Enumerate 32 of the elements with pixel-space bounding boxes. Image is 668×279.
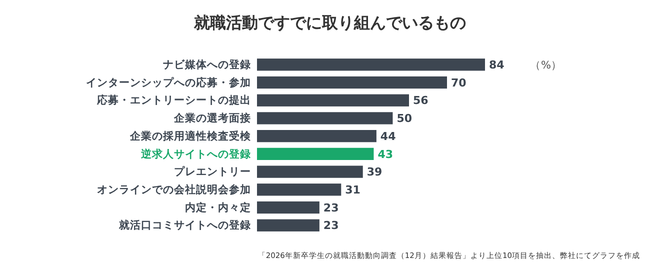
bar: [257, 166, 363, 178]
bar: [257, 184, 342, 196]
y-tick-label: プレエントリー: [174, 165, 251, 178]
bar: [257, 76, 447, 89]
y-tick-label: 企業の採用適性検査受検: [129, 129, 252, 142]
y-tick-label: インターンシップへの応募・参加: [86, 76, 251, 89]
data-label: 39: [366, 166, 382, 179]
data-label: 23: [323, 201, 339, 214]
y-tick-label: 就活口コミサイトへの登録: [118, 218, 251, 232]
y-tick-label: ナビ媒体への登録: [163, 58, 251, 72]
data-label: 84: [489, 58, 505, 72]
y-tick-label: 企業の選考面接: [173, 112, 251, 125]
y-tick-label: 逆求人サイトへの登録: [140, 147, 251, 160]
data-label: 44: [380, 130, 396, 143]
data-label: 70: [451, 76, 467, 90]
data-label: 31: [345, 183, 360, 196]
y-tick-label: オンラインでの会社説明会参加: [97, 183, 251, 196]
bar: [257, 148, 374, 160]
chart-title: 就職活動ですでに取り組んでいるもの: [193, 13, 466, 32]
data-label: 56: [413, 94, 429, 108]
y-tick-label: 内定・内々定: [185, 200, 251, 214]
bar: [257, 94, 409, 106]
bar: [257, 58, 485, 71]
text: （%）: [530, 59, 562, 72]
bar: [257, 130, 376, 142]
bar: [257, 112, 393, 124]
data-label: 23: [323, 219, 339, 232]
bar: [257, 201, 320, 214]
data-label: 43: [378, 148, 394, 161]
y-tick-label: 応募・エントリーシートの提出: [96, 94, 251, 107]
data-label: 50: [396, 112, 412, 126]
bar: [257, 219, 320, 232]
